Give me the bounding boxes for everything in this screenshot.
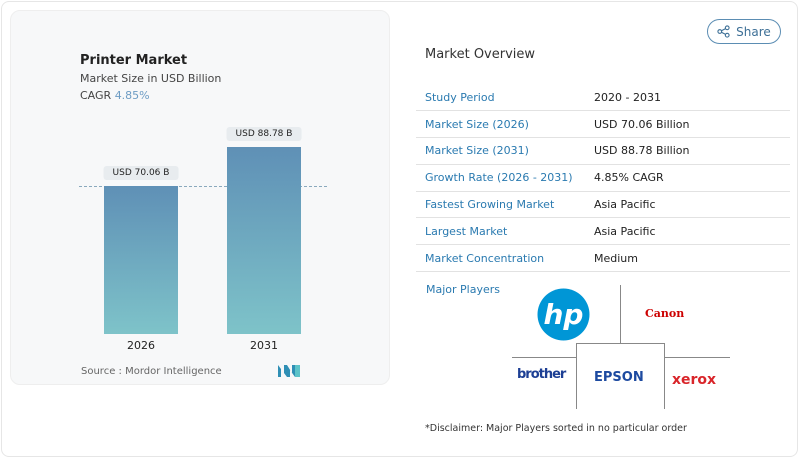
row-label: Largest Market xyxy=(416,217,585,246)
overview-table: Study Period 2020 - 2031 Market Size (2026… xyxy=(416,84,790,273)
row-value: Asia Pacific xyxy=(585,191,790,219)
row-value: 2020 - 2031 xyxy=(585,84,790,112)
epson-logo: EPSON xyxy=(594,370,644,385)
row-value: USD 88.78 Billion xyxy=(585,137,790,165)
overview-row: Fastest Growing Market Asia Pacific xyxy=(416,191,790,219)
overview-title: Market Overview xyxy=(425,47,536,62)
row-value: USD 70.06 Billion xyxy=(585,110,790,139)
divider xyxy=(512,357,576,358)
source-text: Source : Mordor Intelligence xyxy=(81,366,222,377)
cagr-label: CAGR xyxy=(80,89,112,102)
overview-row: Market Size (2031) USD 88.78 Billion xyxy=(416,137,790,165)
brother-logo: brother xyxy=(517,367,566,382)
data-label-2026: USD 70.06 B xyxy=(103,166,179,181)
data-label-2031: USD 88.78 B xyxy=(226,127,302,141)
x-tick-2026: 2026 xyxy=(127,339,155,352)
overview-row: Study Period 2020 - 2031 xyxy=(416,84,790,112)
x-tick-2031: 2031 xyxy=(250,339,278,352)
epson-box xyxy=(576,343,665,409)
chart-subtitle: Market Size in USD Billion xyxy=(80,72,222,85)
chart-card xyxy=(10,10,390,385)
divider xyxy=(620,285,621,343)
row-label: Growth Rate (2026 - 2031) xyxy=(416,164,585,192)
row-label: Market Concentration xyxy=(416,244,585,273)
row-label: Fastest Growing Market xyxy=(416,191,585,219)
svg-text:hp: hp xyxy=(544,298,584,331)
disclaimer: *Disclaimer: Major Players sorted in no … xyxy=(425,423,687,434)
row-label: Study Period xyxy=(416,84,585,112)
chart-title: Printer Market xyxy=(80,53,188,68)
row-value: 4.85% CAGR xyxy=(585,164,790,192)
overview-row: Growth Rate (2026 - 2031) 4.85% CAGR xyxy=(416,164,790,192)
reference-line xyxy=(79,186,327,187)
row-label: Market Size (2031) xyxy=(416,137,585,165)
row-value: Asia Pacific xyxy=(585,217,790,246)
hp-logo: hp xyxy=(537,288,590,341)
xerox-logo: xerox xyxy=(672,372,717,388)
overview-row: Market Concentration Medium xyxy=(416,244,790,273)
bar-2026 xyxy=(104,186,178,334)
canon-logo: Canon xyxy=(645,307,685,320)
share-icon xyxy=(717,25,730,38)
overview-row: Largest Market Asia Pacific xyxy=(416,217,790,246)
row-label: Market Size (2026) xyxy=(416,110,585,139)
cagr-value: 4.85% xyxy=(114,89,150,102)
mordor-logo-icon xyxy=(278,365,300,377)
bar-2031 xyxy=(227,147,301,334)
share-button[interactable]: Share xyxy=(707,19,781,44)
row-value: Medium xyxy=(585,244,790,273)
share-label: Share xyxy=(736,24,771,39)
overview-row: Market Size (2026) USD 70.06 Billion xyxy=(416,110,790,139)
cagr: CAGR 4.85% xyxy=(80,89,150,102)
major-players-title: Major Players xyxy=(426,283,500,296)
divider xyxy=(664,357,730,358)
